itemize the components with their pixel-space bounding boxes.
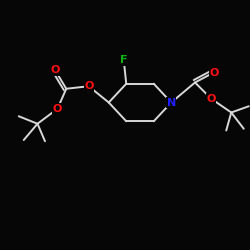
Text: O: O [206, 94, 216, 104]
Text: N: N [166, 98, 176, 108]
Text: O: O [84, 81, 94, 91]
Text: F: F [120, 55, 128, 65]
Text: O: O [209, 68, 218, 78]
Text: O: O [53, 104, 62, 114]
Text: O: O [50, 65, 60, 75]
